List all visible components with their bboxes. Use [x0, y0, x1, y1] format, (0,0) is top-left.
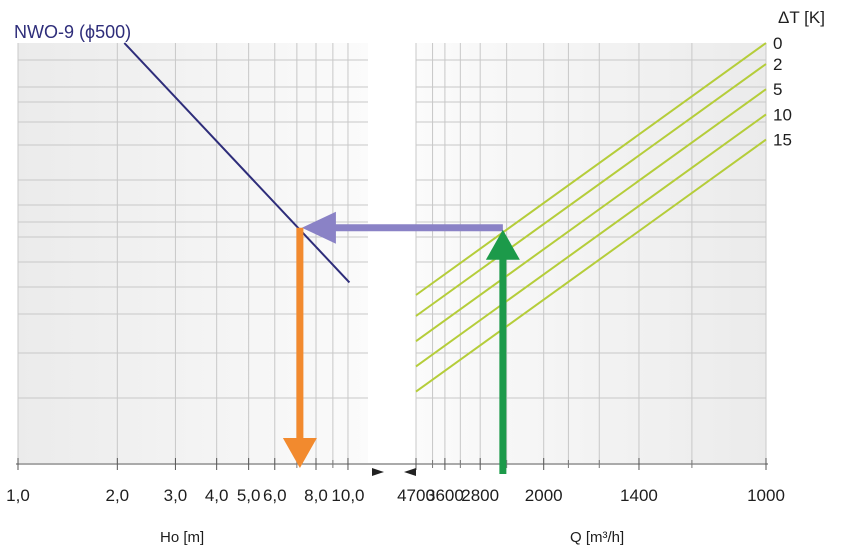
left-panel-background: [18, 43, 368, 463]
x-tick-label-ho: 1,0: [6, 486, 30, 505]
x-tick-label-ho: 2,0: [106, 486, 130, 505]
x-tick-label-ho: 4,0: [205, 486, 229, 505]
x-tick-label-q: 2000: [525, 486, 563, 505]
x-axis-label-q: Q [m³/h]: [570, 529, 624, 546]
delta-t-label-10: 10: [773, 105, 792, 124]
delta-t-legend-title: ΔT [K]: [778, 8, 825, 27]
head-line-nwo9: [123, 42, 351, 284]
delta-t-line-10: [415, 113, 767, 368]
horizontal-grid: [18, 59, 766, 399]
x-tick-label-ho: 5,0: [237, 486, 261, 505]
arrow-down-head: [282, 438, 317, 468]
axis-break-arrow-right: [372, 468, 384, 476]
axis-break-arrow-left: [404, 468, 416, 476]
readout-arrows: [282, 211, 520, 474]
x-tick-label-ho: 8,0: [304, 486, 328, 505]
arrow-horizontal-head: [301, 211, 336, 244]
x-tick-label-ho: 6,0: [263, 486, 287, 505]
delta-t-label-2: 2: [773, 55, 782, 74]
delta-t-labels: 0 2 5 10 15: [773, 34, 792, 150]
right-panel-background: [416, 43, 766, 463]
x-axis-label-ho: Ho [m]: [160, 529, 204, 546]
delta-t-lines: [415, 42, 767, 393]
x-tick-label-q: 3600: [426, 486, 464, 505]
delta-t-label-0: 0: [773, 34, 782, 53]
delta-t-line-5: [415, 88, 767, 343]
delta-t-line-2: [415, 63, 767, 317]
delta-t-line-15: [415, 138, 767, 393]
delta-t-line-0: [415, 42, 767, 296]
x-tick-label-q: 1000: [747, 486, 785, 505]
x-tick-label-ho: 3,0: [164, 486, 188, 505]
x-tick-label-ho: 10,0: [331, 486, 364, 505]
delta-t-label-5: 5: [773, 80, 782, 99]
x-tick-label-q: 4700: [397, 486, 435, 505]
arrow-up-head: [485, 229, 520, 260]
delta-t-label-15: 15: [773, 131, 792, 150]
chart-title: NWO-9 (ϕ500): [14, 22, 131, 42]
x-tick-label-q: 1400: [620, 486, 658, 505]
x-tick-label-q: 2800: [461, 486, 499, 505]
